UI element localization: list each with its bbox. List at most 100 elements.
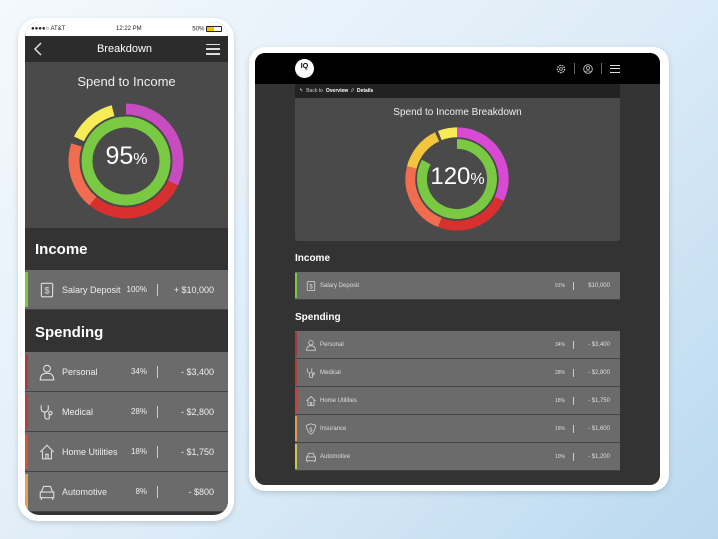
donut-chart	[405, 127, 509, 231]
top-bar: IQ	[255, 53, 660, 84]
status-bar: ●●●●○ AT&T 12:22 PM 50%	[25, 22, 228, 36]
item-label: Automotive	[320, 453, 351, 460]
item-percent: 100%	[126, 285, 147, 294]
divider	[573, 368, 574, 377]
spending-heading: Spending	[35, 324, 104, 341]
item-amount: - $2,800	[587, 369, 610, 376]
divider	[573, 452, 574, 461]
stethoscope-icon	[305, 367, 317, 379]
list-item[interactable]: Medical 28% - $2,800	[295, 359, 620, 387]
list-item[interactable]: Personal 34% - $3,400	[25, 352, 228, 392]
category-color-bar	[295, 332, 297, 357]
item-amount: - $1,200	[587, 453, 610, 460]
item-amount: - $3,400	[180, 366, 214, 377]
list-item[interactable]: $ Insurance 16% - $1,600	[295, 415, 620, 443]
divider	[573, 281, 574, 290]
menu-icon[interactable]	[205, 43, 220, 55]
ring-segment-orange	[68, 143, 97, 206]
spend-chart-panel: Spend to Income 95%	[25, 62, 228, 228]
item-label: Salary Deposit	[320, 282, 360, 289]
divider	[157, 365, 158, 378]
spend-chart-panel: Spend to Income Breakdown 120%	[295, 98, 620, 241]
receipt-icon: $	[38, 281, 56, 299]
item-label: Medical	[62, 406, 94, 417]
item-amount: - $3,400	[587, 341, 610, 348]
battery: 50%	[192, 25, 222, 32]
list-item[interactable]: $ Salary Deposit 91% $10,000	[295, 272, 620, 300]
category-color-bar	[25, 394, 28, 429]
percent-sign: %	[470, 171, 485, 188]
gear-icon[interactable]	[556, 64, 566, 74]
breadcrumb-overview-link[interactable]: Overview	[325, 88, 349, 94]
list-item[interactable]: Home Utilities 18% - $1,750	[295, 387, 620, 415]
divider	[157, 283, 158, 296]
logo[interactable]: IQ	[295, 59, 314, 78]
ring-segment-tmagenta	[456, 127, 509, 201]
item-label: Personal	[320, 341, 344, 348]
item-percent: 18%	[130, 447, 147, 456]
back-arrow-icon[interactable]: ↰	[299, 88, 304, 94]
category-color-bar	[295, 444, 297, 469]
item-percent: 28%	[554, 369, 565, 376]
shield-dollar-icon: $	[305, 422, 317, 435]
item-percent: 10%	[554, 453, 565, 460]
list-item[interactable]: Personal 34% - $3,400	[295, 331, 620, 359]
divider	[573, 424, 574, 433]
item-label: Home Utilities	[62, 446, 118, 457]
divider	[574, 63, 575, 74]
divider	[157, 445, 158, 458]
item-amount: - $1,750	[180, 446, 214, 457]
income-heading: Income	[295, 253, 331, 264]
breadcrumb-current: Details	[356, 88, 374, 94]
percent-number: 120	[430, 163, 471, 190]
category-color-bar	[25, 354, 28, 389]
breadcrumb-separator: //	[351, 88, 354, 94]
item-percent: 16%	[554, 425, 565, 432]
divider	[573, 340, 574, 349]
divider	[157, 485, 158, 498]
ring-segment-red	[89, 180, 179, 219]
item-percent: 28%	[130, 407, 147, 416]
item-label: Home Utilities	[320, 397, 358, 404]
divider	[601, 63, 602, 74]
category-color-bar	[25, 434, 28, 469]
tablet-device: IQ ↰ Back to Overview // Details Spend t…	[249, 47, 669, 491]
inner-ring-progress	[417, 139, 497, 219]
ring-segment-yellow	[437, 127, 458, 141]
list-item[interactable]: $ Salary Deposit 100% + $10,000	[25, 270, 228, 310]
house-icon	[38, 443, 56, 461]
item-amount: $10,000	[588, 282, 610, 289]
donut-chart	[68, 103, 184, 219]
chart-title: Spend to Income Breakdown	[393, 107, 522, 118]
page-title: Breakdown	[96, 43, 153, 55]
list-item[interactable]: Home Utilities 18% - $1,750	[25, 432, 228, 472]
svg-text:$: $	[44, 285, 49, 295]
back-chevron-icon[interactable]	[33, 42, 43, 56]
item-percent: 91%	[554, 282, 565, 289]
category-color-bar	[25, 272, 28, 307]
category-color-bar	[295, 416, 297, 441]
menu-icon[interactable]	[610, 64, 620, 73]
category-color-bar	[25, 474, 28, 509]
item-amount: - $800	[188, 486, 214, 497]
spending-heading: Spending	[295, 312, 341, 323]
divider	[573, 396, 574, 405]
breadcrumb-back: Back to	[306, 88, 323, 94]
list-item[interactable]: Medical 28% - $2,800	[25, 392, 228, 432]
person-icon	[38, 363, 56, 381]
category-color-bar	[295, 388, 297, 413]
item-percent: 34%	[554, 341, 565, 348]
battery-icon	[205, 25, 222, 32]
item-label: Salary Deposit	[62, 284, 121, 295]
item-label: Personal	[62, 366, 98, 377]
list-item[interactable]: Automotive 8% - $800	[25, 472, 228, 512]
user-icon[interactable]	[583, 63, 593, 74]
car-icon	[305, 451, 317, 463]
item-label: Insurance	[320, 425, 347, 432]
item-amount: - $1,750	[587, 397, 610, 404]
person-icon	[305, 339, 317, 351]
category-color-bar	[295, 273, 297, 298]
list-item[interactable]: Automotive 10% - $1,200	[295, 443, 620, 471]
item-label: Medical	[320, 369, 341, 376]
item-percent: 34%	[130, 367, 147, 376]
